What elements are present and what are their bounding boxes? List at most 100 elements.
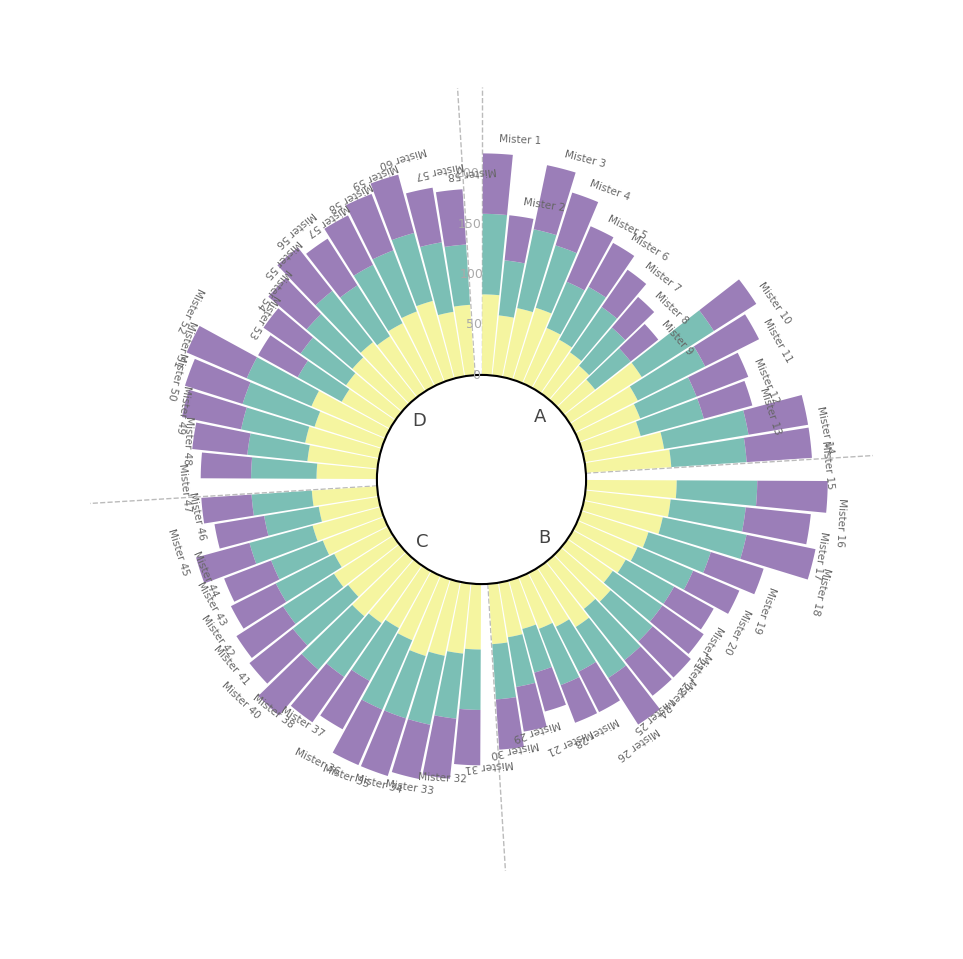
Polygon shape <box>185 359 250 404</box>
Polygon shape <box>631 547 693 590</box>
Polygon shape <box>316 291 373 353</box>
Text: Mister 29: Mister 29 <box>512 718 561 742</box>
Polygon shape <box>409 576 450 656</box>
Polygon shape <box>578 511 648 548</box>
Polygon shape <box>325 216 373 276</box>
Polygon shape <box>586 348 631 389</box>
Text: Mister 42: Mister 42 <box>199 613 236 659</box>
Polygon shape <box>600 590 653 642</box>
Polygon shape <box>434 651 463 718</box>
Text: Mister 50: Mister 50 <box>166 351 188 401</box>
Polygon shape <box>454 709 481 765</box>
Polygon shape <box>340 286 390 345</box>
Polygon shape <box>334 536 399 587</box>
Polygon shape <box>619 324 659 362</box>
Text: Mister 4: Mister 4 <box>588 178 632 202</box>
Polygon shape <box>326 614 381 677</box>
Polygon shape <box>632 311 714 377</box>
Polygon shape <box>241 408 309 443</box>
Polygon shape <box>482 294 499 375</box>
Polygon shape <box>650 605 704 654</box>
Polygon shape <box>488 583 508 644</box>
Text: Mister 18: Mister 18 <box>810 567 831 617</box>
Polygon shape <box>580 422 640 452</box>
Text: Mister 33: Mister 33 <box>385 780 434 797</box>
Polygon shape <box>215 516 269 549</box>
Text: Mister 57: Mister 57 <box>415 160 465 180</box>
Polygon shape <box>513 308 552 383</box>
Text: Mister 56: Mister 56 <box>274 209 318 248</box>
Polygon shape <box>406 188 442 247</box>
Polygon shape <box>602 269 646 318</box>
Polygon shape <box>669 438 746 467</box>
Text: Mister 57: Mister 57 <box>305 201 351 238</box>
Polygon shape <box>349 545 405 596</box>
Polygon shape <box>277 247 332 305</box>
Polygon shape <box>659 517 746 559</box>
Text: Mister 8: Mister 8 <box>653 290 690 326</box>
Text: Mister 58: Mister 58 <box>326 180 374 213</box>
Polygon shape <box>560 287 606 347</box>
Polygon shape <box>664 587 714 629</box>
Polygon shape <box>634 377 696 418</box>
Polygon shape <box>684 571 740 614</box>
Polygon shape <box>676 480 757 506</box>
Polygon shape <box>283 573 343 624</box>
Text: Mister 12: Mister 12 <box>752 357 781 406</box>
Text: Mister 6: Mister 6 <box>629 232 670 263</box>
Polygon shape <box>586 480 677 499</box>
Polygon shape <box>570 386 638 433</box>
Text: Mister 15: Mister 15 <box>820 440 836 490</box>
Text: Mister 2: Mister 2 <box>523 198 566 213</box>
Polygon shape <box>445 245 470 307</box>
Polygon shape <box>567 226 613 291</box>
Polygon shape <box>465 584 482 649</box>
Text: Mister 38: Mister 38 <box>250 692 296 730</box>
Polygon shape <box>533 339 572 393</box>
Polygon shape <box>196 543 256 583</box>
Polygon shape <box>529 568 569 627</box>
Polygon shape <box>361 342 417 404</box>
Polygon shape <box>516 683 547 732</box>
Polygon shape <box>342 389 395 429</box>
Polygon shape <box>583 433 664 462</box>
Polygon shape <box>617 560 674 604</box>
Polygon shape <box>251 491 314 516</box>
Text: 0: 0 <box>473 368 481 382</box>
Polygon shape <box>319 497 380 522</box>
Text: D: D <box>412 411 426 430</box>
Polygon shape <box>573 521 638 561</box>
Polygon shape <box>555 548 611 601</box>
Polygon shape <box>275 554 342 602</box>
Polygon shape <box>362 633 412 710</box>
Polygon shape <box>576 618 626 678</box>
Text: Mister 48: Mister 48 <box>181 415 194 465</box>
Polygon shape <box>293 585 358 645</box>
Polygon shape <box>585 450 671 473</box>
Polygon shape <box>509 577 535 629</box>
Polygon shape <box>522 624 552 672</box>
Text: Mister 34: Mister 34 <box>353 773 403 795</box>
Text: C: C <box>416 533 429 551</box>
Polygon shape <box>264 506 322 536</box>
Polygon shape <box>503 308 533 380</box>
Polygon shape <box>575 404 640 442</box>
Text: Mister 51: Mister 51 <box>170 319 197 369</box>
Polygon shape <box>699 279 756 331</box>
Polygon shape <box>317 463 377 480</box>
Text: Mister 45: Mister 45 <box>166 527 191 576</box>
Polygon shape <box>492 316 514 377</box>
Polygon shape <box>742 507 811 545</box>
Text: Mister 13: Mister 13 <box>758 387 783 436</box>
Polygon shape <box>612 297 654 340</box>
Polygon shape <box>264 308 313 354</box>
Polygon shape <box>517 229 557 312</box>
Polygon shape <box>313 507 383 541</box>
Text: 100: 100 <box>459 268 483 281</box>
Text: Mister 26: Mister 26 <box>615 725 661 761</box>
Polygon shape <box>323 517 388 555</box>
Text: Mister 43: Mister 43 <box>195 580 228 627</box>
Polygon shape <box>369 559 422 623</box>
Text: 50: 50 <box>466 318 482 331</box>
Polygon shape <box>539 623 579 685</box>
